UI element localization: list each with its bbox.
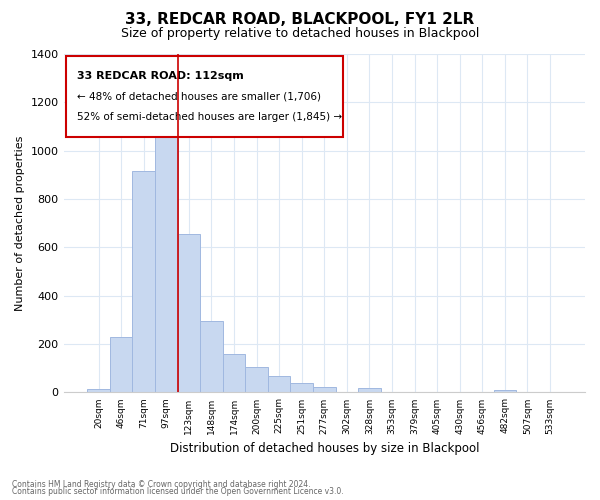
Bar	[245, 366, 268, 392]
Bar	[313, 387, 335, 392]
Text: 52% of semi-detached houses are larger (1,845) →: 52% of semi-detached houses are larger (…	[77, 112, 342, 122]
Text: ← 48% of detached houses are smaller (1,706): ← 48% of detached houses are smaller (1,…	[77, 91, 320, 101]
Bar	[268, 376, 290, 392]
Bar	[155, 131, 178, 392]
Text: Contains HM Land Registry data © Crown copyright and database right 2024.: Contains HM Land Registry data © Crown c…	[12, 480, 311, 489]
Text: 33 REDCAR ROAD: 112sqm: 33 REDCAR ROAD: 112sqm	[77, 71, 244, 81]
Bar	[87, 389, 110, 392]
X-axis label: Distribution of detached houses by size in Blackpool: Distribution of detached houses by size …	[170, 442, 479, 455]
Bar	[223, 354, 245, 393]
Text: Contains public sector information licensed under the Open Government Licence v3: Contains public sector information licen…	[12, 487, 344, 496]
Bar	[358, 388, 381, 392]
FancyBboxPatch shape	[66, 56, 343, 137]
Bar	[178, 234, 200, 392]
Bar	[133, 170, 155, 392]
Bar	[494, 390, 516, 392]
Bar	[200, 321, 223, 392]
Bar	[290, 383, 313, 392]
Text: Size of property relative to detached houses in Blackpool: Size of property relative to detached ho…	[121, 28, 479, 40]
Text: 33, REDCAR ROAD, BLACKPOOL, FY1 2LR: 33, REDCAR ROAD, BLACKPOOL, FY1 2LR	[125, 12, 475, 28]
Y-axis label: Number of detached properties: Number of detached properties	[15, 136, 25, 311]
Bar	[110, 338, 133, 392]
